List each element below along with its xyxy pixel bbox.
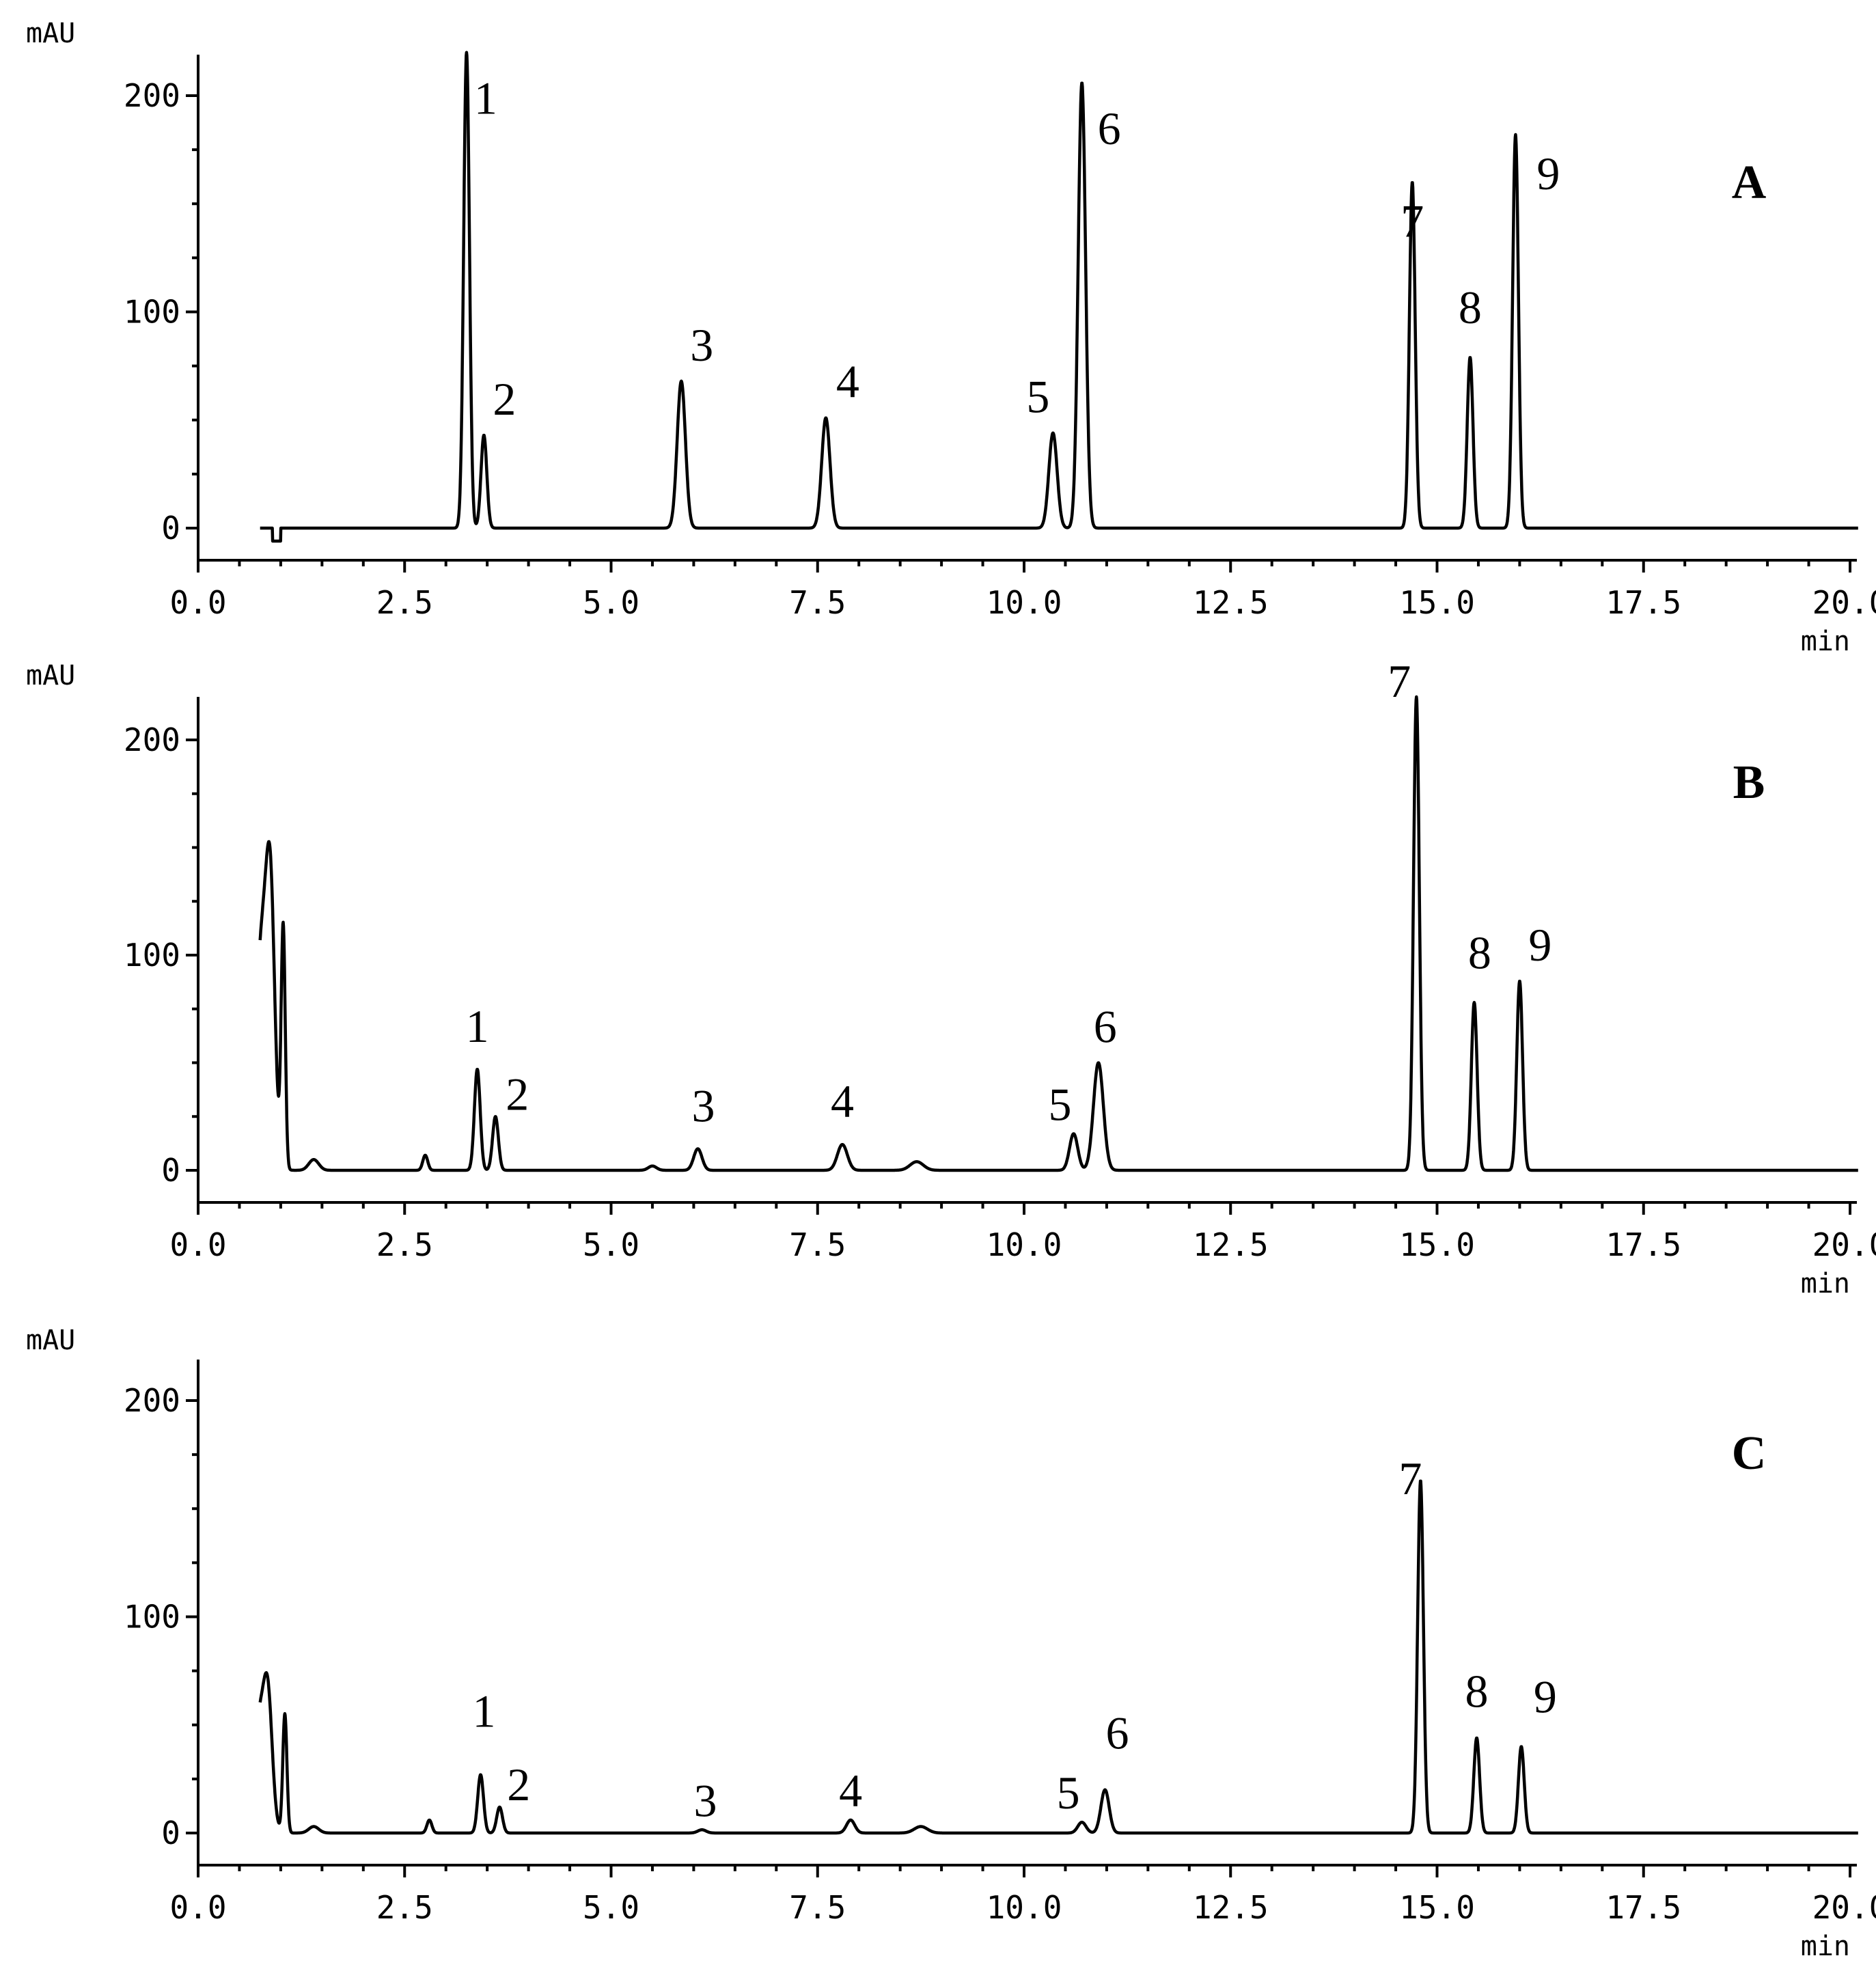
peak-label-1: 1	[474, 72, 497, 124]
chromatogram-panel-a: 0 100 200 0.0 2.5 5.0 7.5 10.0 12.5 15.0 17.5 20.0 m…	[26, 18, 1876, 657]
y-tick-label: 0	[161, 1815, 180, 1851]
y-tick-label: 0	[161, 1152, 180, 1189]
chromatogram-trace	[258, 695, 1860, 1172]
x-tick-label: 5.0	[583, 1889, 639, 1926]
peak-label-8: 8	[1465, 1666, 1489, 1718]
peak-label-5: 5	[1026, 371, 1049, 423]
x-unit-label: min	[1801, 1931, 1850, 1962]
x-tick-label: 15.0	[1399, 1889, 1475, 1926]
x-tick-label: 2.5	[376, 1226, 433, 1263]
peak-label-7: 7	[1401, 195, 1424, 247]
peak-label-9: 9	[1536, 148, 1560, 199]
x-unit-label: min	[1801, 626, 1850, 657]
x-tick-label: 2.5	[376, 584, 433, 621]
peak-label-3: 3	[693, 1774, 717, 1826]
peak-label-9: 9	[1528, 919, 1551, 971]
x-tick-label: 15.0	[1399, 1226, 1475, 1263]
x-tick-label: 7.5	[789, 1226, 846, 1263]
peak-label-8: 8	[1459, 281, 1482, 333]
x-tick-label: 12.5	[1193, 584, 1269, 621]
peak-label-2: 2	[507, 1759, 530, 1810]
peak-label-3: 3	[690, 319, 713, 371]
x-unit-label: min	[1801, 1268, 1850, 1299]
x-tick-label: 17.5	[1605, 1889, 1681, 1926]
y-tick-label: 0	[161, 510, 180, 547]
x-tick-label: 10.0	[987, 1226, 1062, 1263]
peak-label-4: 4	[839, 1765, 862, 1817]
y-tick-label: 100	[124, 1599, 180, 1636]
peak-label-2: 2	[506, 1068, 529, 1120]
y-tick-label: 200	[124, 1382, 180, 1419]
x-tick-label: 5.0	[583, 1226, 639, 1263]
x-tick-label: 0.0	[169, 1226, 226, 1263]
peak-label-5: 5	[1057, 1767, 1080, 1819]
peak-label-2: 2	[493, 373, 516, 425]
y-tick-label: 100	[124, 937, 180, 974]
x-tick-label: 10.0	[987, 584, 1062, 621]
peak-label-1: 1	[472, 1685, 495, 1737]
peak-label-9: 9	[1534, 1670, 1557, 1722]
y-unit-label: mAU	[26, 18, 75, 49]
x-tick-label: 12.5	[1193, 1226, 1269, 1263]
panel-label: C	[1732, 1427, 1767, 1480]
x-tick-label: 20.0	[1812, 1226, 1876, 1263]
x-tick-label: 12.5	[1193, 1889, 1269, 1926]
peak-label-5: 5	[1049, 1078, 1072, 1130]
peak-label-4: 4	[836, 356, 859, 408]
x-tick-label: 2.5	[376, 1889, 433, 1926]
x-tick-label: 10.0	[987, 1889, 1062, 1926]
peak-label-7: 7	[1388, 655, 1411, 707]
y-tick-label: 100	[124, 294, 180, 331]
peak-label-1: 1	[466, 1000, 489, 1052]
chromatogram-trace	[258, 1479, 1860, 1835]
peak-label-8: 8	[1468, 926, 1491, 978]
x-tick-label: 17.5	[1605, 1226, 1681, 1263]
x-tick-label: 17.5	[1605, 584, 1681, 621]
peak-label-6: 6	[1098, 102, 1121, 154]
x-tick-label: 15.0	[1399, 584, 1475, 621]
peak-label-4: 4	[831, 1075, 854, 1127]
panel-label: A	[1732, 156, 1767, 209]
chromatogram-panel-c: 0 100 200 0.0 2.5 5.0 7.5 10.0 12.5 15.0 17.5 20.0 m…	[26, 1325, 1876, 1962]
x-tick-label: 20.0	[1812, 584, 1876, 621]
y-unit-label: mAU	[26, 660, 75, 691]
x-tick-label: 7.5	[789, 1889, 846, 1926]
panel-label: B	[1733, 756, 1765, 809]
chromatogram-panel-b: 0 100 200 0.0 2.5 5.0 7.5 10.0 12.5 15.0 17.5 20.0 m…	[26, 655, 1876, 1299]
x-tick-label: 0.0	[169, 584, 226, 621]
peak-label-6: 6	[1094, 1001, 1117, 1053]
peak-label-6: 6	[1105, 1707, 1129, 1759]
peak-label-3: 3	[691, 1080, 715, 1132]
y-tick-label: 200	[124, 721, 180, 758]
x-tick-label: 0.0	[169, 1889, 226, 1926]
y-tick-label: 200	[124, 77, 180, 114]
x-tick-label: 5.0	[583, 584, 639, 621]
x-tick-label: 20.0	[1812, 1889, 1876, 1926]
x-tick-label: 7.5	[789, 584, 846, 621]
peak-label-7: 7	[1398, 1452, 1422, 1504]
chromatogram-trace	[258, 51, 1860, 543]
y-unit-label: mAU	[26, 1325, 75, 1356]
